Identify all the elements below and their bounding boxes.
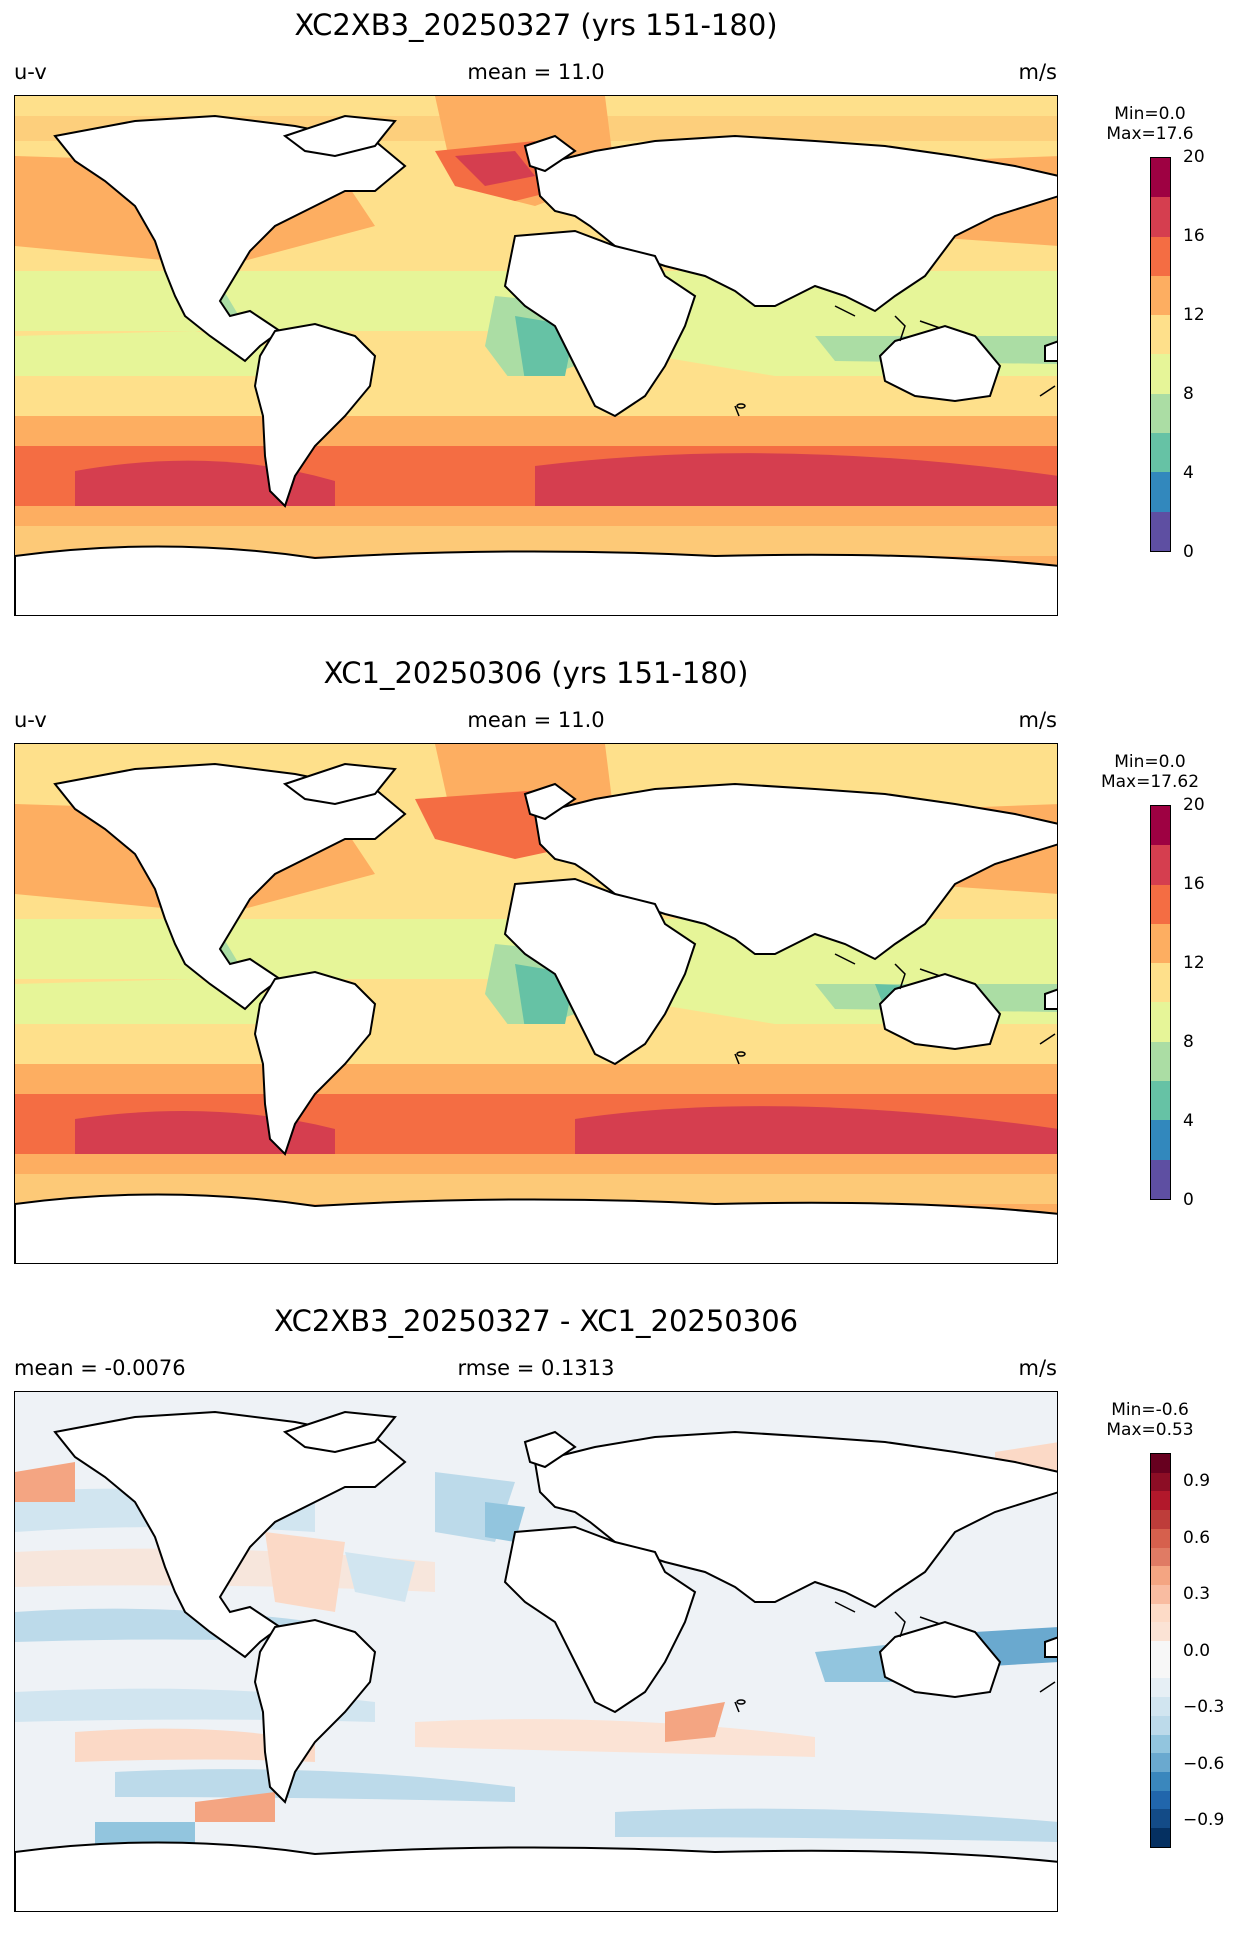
colorbar-max: Max=17.6 (1106, 124, 1194, 144)
colorbar-tick: 0.6 (1183, 1528, 1211, 1548)
variable-label: u-v (14, 60, 47, 84)
colorbar-tick: 8 (1183, 384, 1194, 404)
colorbar-tick: 4 (1183, 463, 1194, 483)
colorbar-tick: −0.3 (1183, 1697, 1225, 1717)
mean-label: mean = -0.0076 (14, 1356, 186, 1380)
colorbar-tick: 20 (1183, 795, 1205, 815)
mean-label: mean = 11.0 (467, 60, 605, 84)
colorbar-tick: 0 (1183, 542, 1194, 562)
colorbar-tick: −0.6 (1183, 1754, 1225, 1774)
units-label: m/s (1018, 1356, 1057, 1380)
map-frame (14, 95, 1058, 616)
colorbar-tick: 12 (1183, 953, 1205, 973)
colorbar-tick: 4 (1183, 1111, 1194, 1131)
colorbar-tick: 0.3 (1183, 1584, 1211, 1604)
colorbar-tick: 20 (1183, 147, 1205, 167)
colorbar-tick: 8 (1183, 1032, 1194, 1052)
world-map (15, 744, 1057, 1263)
mean-label: mean = 11.0 (467, 708, 605, 732)
colorbar (1150, 1453, 1171, 1848)
colorbar-tick: 0 (1183, 1190, 1194, 1210)
units-label: m/s (1018, 708, 1057, 732)
rmse-label: rmse = 0.1313 (457, 1356, 615, 1380)
panel-title: XC1_20250306 (yrs 151-180) (323, 656, 749, 690)
colorbar-tick: 16 (1183, 226, 1205, 246)
colorbar-tick: 0.9 (1183, 1471, 1211, 1491)
land-masses (15, 762, 1057, 1263)
land-masses (15, 1410, 1057, 1911)
world-map (15, 96, 1057, 615)
map-frame (14, 1391, 1058, 1912)
colorbar-max: Max=17.62 (1100, 772, 1200, 792)
colorbar (1150, 157, 1171, 552)
world-map (15, 1392, 1057, 1911)
islands (734, 305, 1056, 417)
panel-title: XC2XB3_20250327 (yrs 151-180) (294, 8, 778, 42)
colorbar-tick: 0.0 (1183, 1641, 1211, 1661)
colorbar-tick: −0.9 (1183, 1810, 1225, 1830)
islands (734, 953, 1056, 1065)
units-label: m/s (1018, 60, 1057, 84)
islands (734, 1601, 1056, 1713)
map-frame (14, 743, 1058, 1264)
colorbar-min: Min=0.0 (1114, 752, 1186, 772)
colorbar-max: Max=0.53 (1106, 1420, 1194, 1440)
variable-label: u-v (14, 708, 47, 732)
colorbar-min: Min=-0.6 (1111, 1400, 1189, 1420)
colorbar (1150, 805, 1171, 1200)
colorbar-tick: 12 (1183, 305, 1205, 325)
panel-title: XC2XB3_20250327 - XC1_20250306 (273, 1304, 799, 1338)
colorbar-tick: 16 (1183, 874, 1205, 894)
colorbar-min: Min=0.0 (1114, 104, 1186, 124)
land-masses (15, 114, 1057, 615)
